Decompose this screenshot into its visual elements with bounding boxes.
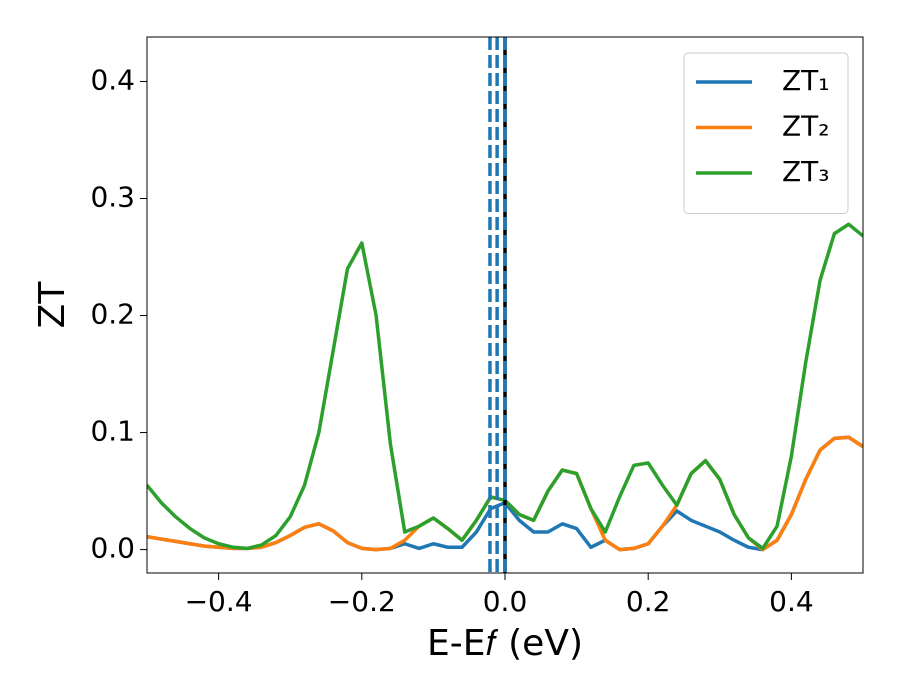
y-tick-label: 0.1: [90, 415, 135, 448]
legend-label: ZT₃: [782, 155, 830, 188]
y-tick-label: 0.2: [90, 298, 135, 331]
x-axis-label: E-E𝑓 (eV): [427, 623, 583, 664]
x-tick-label: 0.0: [483, 585, 528, 618]
x-tick-label: 0.2: [626, 585, 671, 618]
axes-frame: [146, 36, 864, 574]
y-tick-label: 0.3: [90, 181, 135, 214]
legend-label: ZT₁: [782, 64, 830, 97]
x-tick-label: −0.2: [328, 585, 396, 618]
x-tick-label: −0.4: [185, 585, 253, 618]
y-tick-label: 0.0: [90, 532, 135, 565]
legend-label: ZT₂: [782, 110, 830, 143]
plot-area: [147, 37, 863, 573]
y-tick-label: 0.4: [90, 63, 135, 96]
y-axis-label: ZT: [32, 281, 73, 329]
x-tick-label: 0.4: [769, 585, 814, 618]
